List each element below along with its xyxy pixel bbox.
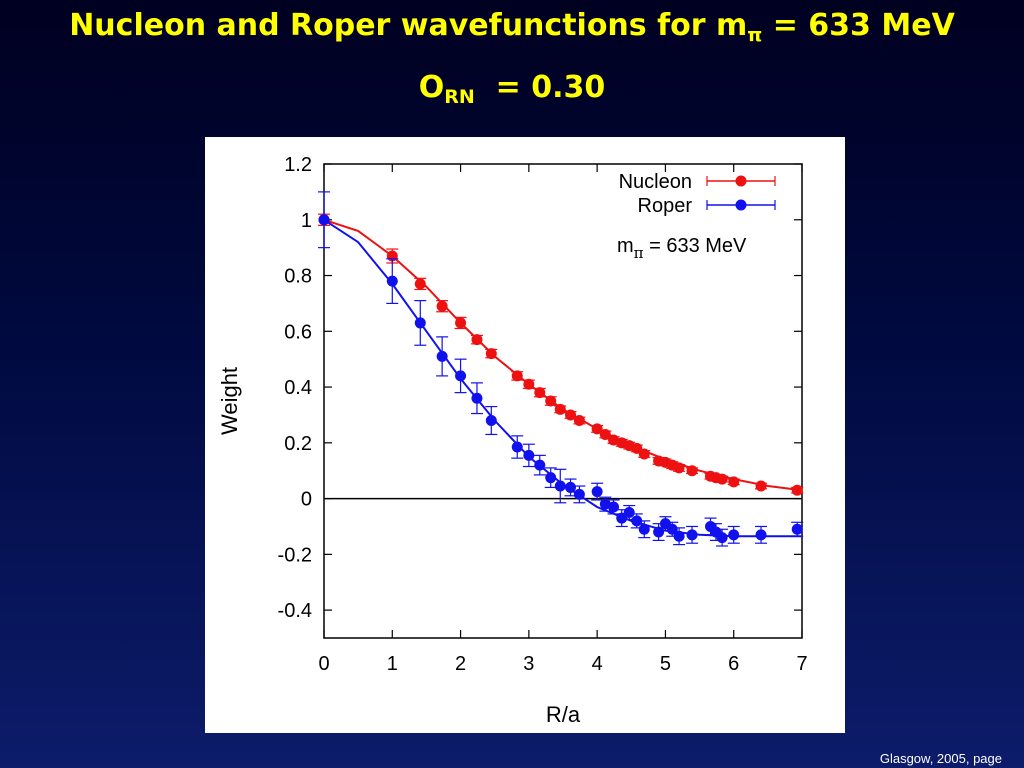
- plot-frame: [323, 163, 803, 639]
- title-line-1-prefix: Nucleon and Roper wavefunctions for m: [69, 8, 748, 43]
- data-point-nucleon: [638, 448, 650, 460]
- data-point-nucleon: [554, 403, 566, 415]
- data-point-roper: [638, 523, 650, 535]
- y-axis-label: Weight: [217, 367, 242, 435]
- data-point-roper: [436, 350, 448, 362]
- data-point-nucleon: [485, 348, 497, 360]
- data-point-roper: [534, 459, 546, 471]
- x-tick-label: 2: [455, 653, 466, 675]
- series-curve-nucleon: [323, 218, 803, 492]
- data-point-roper: [414, 317, 426, 329]
- data-point-roper: [485, 415, 497, 427]
- title-line-2-subscript: RN: [444, 86, 475, 108]
- data-point-nucleon: [791, 484, 803, 496]
- wavefunction-chart: 1.2 1 0.8 0.6 0.4 0.2 0 -0.2 -0.4 0 1 2 3 4 5 6 7 R/a Weig…: [217, 154, 808, 727]
- x-tick-label: 3: [523, 653, 534, 675]
- series-roper: [318, 191, 804, 547]
- data-point-roper: [565, 481, 577, 493]
- y-tick-label: 0.8: [284, 266, 312, 288]
- data-point-roper: [318, 214, 330, 226]
- slide-title-line-1: Nucleon and Roper wavefunctions for mπ =…: [0, 8, 1024, 46]
- y-tick-label: 1: [301, 210, 312, 232]
- y-tick-label: -0.4: [278, 600, 312, 622]
- title-line-1-suffix: = 633 MeV: [762, 8, 955, 43]
- y-tick-label: 0.6: [284, 321, 312, 343]
- data-point-nucleon: [755, 480, 767, 492]
- footer-text: Glasgow, 2005, page: [879, 751, 1002, 766]
- data-point-nucleon: [511, 370, 523, 382]
- data-point-nucleon: [565, 409, 577, 421]
- data-point-roper: [471, 392, 483, 404]
- slide-title-line-2: ORN = 0.30: [0, 70, 1024, 108]
- data-point-roper: [623, 507, 635, 519]
- data-point-nucleon: [686, 465, 698, 477]
- x-tick-label: 0: [318, 653, 329, 675]
- data-point-nucleon: [455, 317, 467, 329]
- legend-label-nucleon: Nucleon: [619, 171, 692, 193]
- data-point-roper: [686, 529, 698, 541]
- data-point-roper: [666, 523, 678, 535]
- data-point-roper: [716, 532, 728, 544]
- data-point-nucleon: [523, 378, 535, 390]
- chart-annotation: mπ = 633 MeV: [617, 235, 747, 262]
- data-point-nucleon: [436, 300, 448, 312]
- y-tick-label: 0.4: [284, 377, 312, 399]
- data-point-roper: [755, 529, 767, 541]
- data-point-roper: [545, 472, 557, 484]
- data-point-roper: [728, 529, 740, 541]
- x-tick-label: 5: [660, 653, 671, 675]
- data-point-roper: [573, 488, 585, 500]
- data-point-nucleon: [716, 473, 728, 485]
- series-nucleon: [318, 175, 804, 496]
- title-line-2-suffix: = 0.30: [474, 70, 606, 105]
- legend-marker-roper: [735, 199, 747, 211]
- y-tick-label: 0: [301, 489, 312, 511]
- data-point-roper: [523, 449, 535, 461]
- x-tick-label: 7: [796, 653, 807, 675]
- y-tick-label: 1.2: [284, 154, 312, 176]
- chart-panel: 1.2 1 0.8 0.6 0.4 0.2 0 -0.2 -0.4 0 1 2 3 4 5 6 7 R/a Weig…: [205, 137, 845, 733]
- data-point-nucleon: [471, 334, 483, 346]
- data-point-roper: [616, 512, 628, 524]
- legend-label-roper: Roper: [638, 195, 693, 217]
- data-point-nucleon: [728, 476, 740, 488]
- title-line-1-subscript: π: [747, 24, 763, 46]
- data-point-roper: [631, 515, 643, 527]
- data-point-roper: [554, 480, 566, 492]
- data-point-roper: [455, 370, 467, 382]
- data-point-nucleon: [534, 387, 546, 399]
- data-point-roper: [791, 523, 803, 535]
- data-point-nucleon: [673, 462, 685, 474]
- x-tick-label: 1: [387, 653, 398, 675]
- x-tick-label: 4: [592, 653, 603, 675]
- data-point-nucleon: [414, 278, 426, 290]
- title-line-2-prefix: O: [418, 70, 445, 105]
- y-tick-label: -0.2: [278, 544, 312, 566]
- data-point-roper: [386, 275, 398, 287]
- data-point-roper: [673, 530, 685, 542]
- data-point-roper: [653, 526, 665, 538]
- data-point-nucleon: [545, 395, 557, 407]
- x-axis-label: R/a: [546, 702, 581, 727]
- legend-marker-nucleon: [735, 175, 747, 187]
- data-point-roper: [591, 486, 603, 498]
- data-point-nucleon: [573, 415, 585, 427]
- data-point-roper: [608, 501, 620, 513]
- y-tick-label: 0.2: [284, 433, 312, 455]
- data-point-roper: [511, 441, 523, 453]
- x-tick-label: 6: [728, 653, 739, 675]
